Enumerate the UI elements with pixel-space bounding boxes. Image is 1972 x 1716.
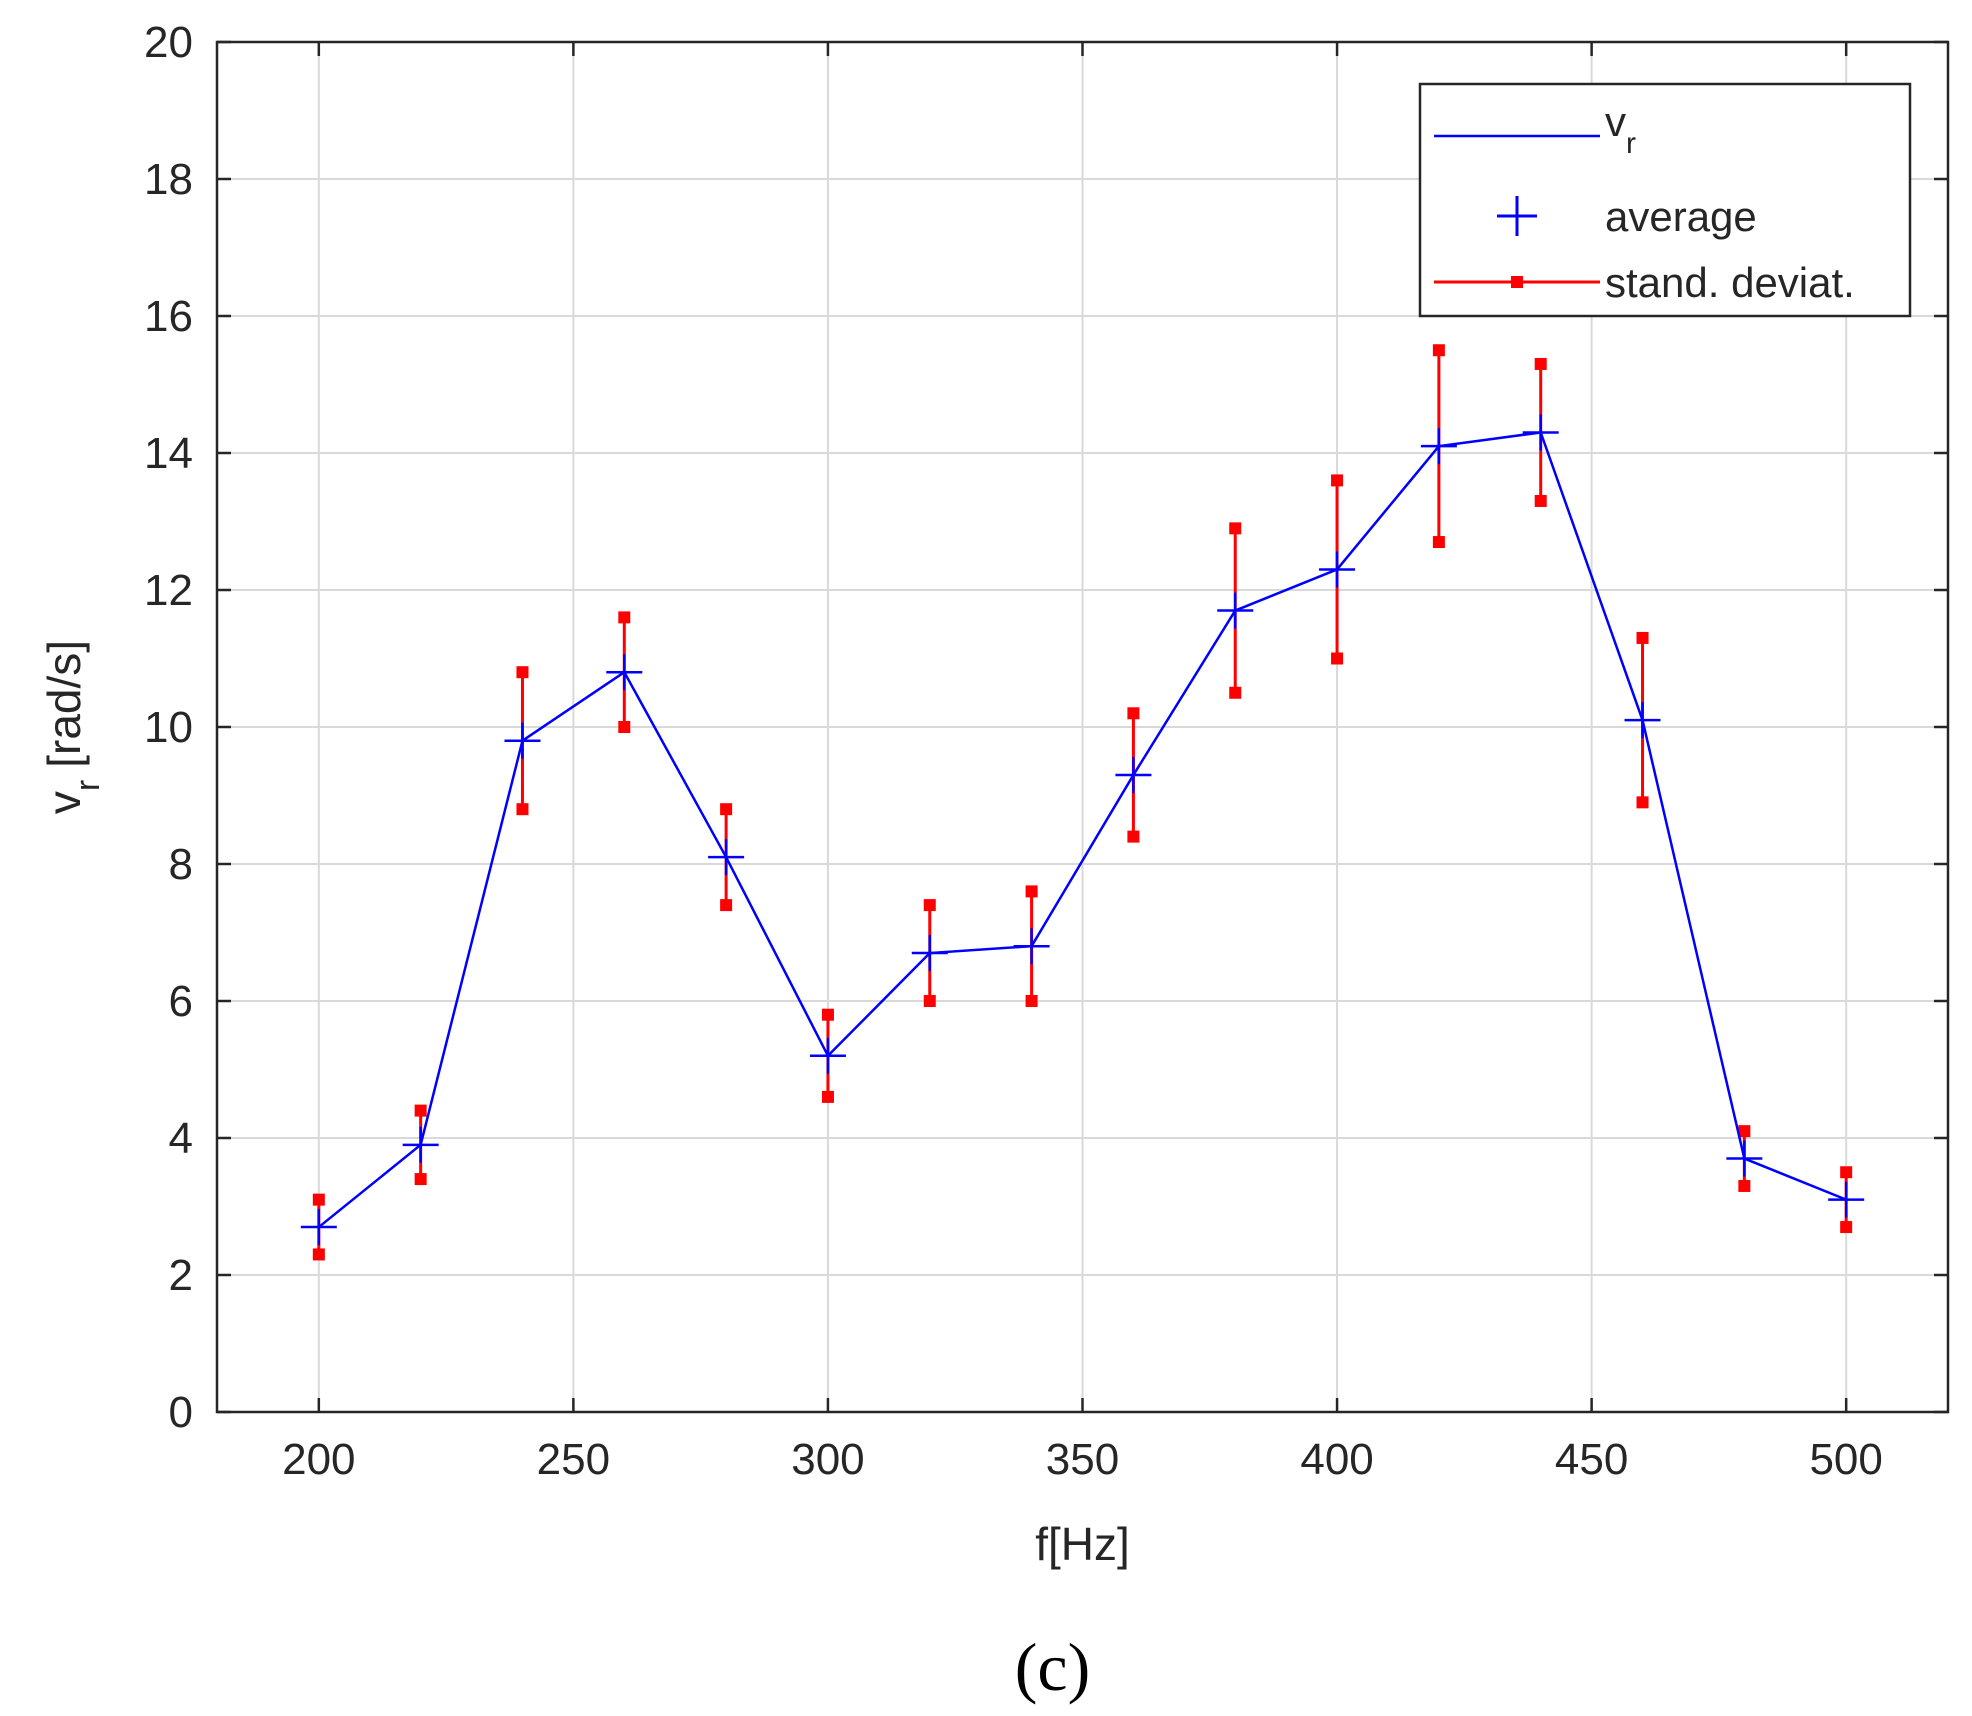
- svg-text:vr[rad/s]: vr [rad/s]: [38, 640, 107, 814]
- x-tick-label: 500: [1809, 1435, 1882, 1484]
- x-tick-label: 200: [282, 1435, 355, 1484]
- errorbar-upper-cap: [312, 1193, 325, 1206]
- y-tick-label: 16: [144, 292, 193, 341]
- errorbar-upper-cap: [516, 666, 529, 679]
- x-tick-label: 350: [1046, 1435, 1119, 1484]
- errorbar-upper-cap: [1331, 474, 1344, 487]
- average-marker: [402, 1126, 439, 1163]
- average-marker: [1319, 551, 1356, 588]
- legend: vr average stand. deviat.: [1418, 82, 1912, 318]
- y-tick-label: 0: [169, 1388, 193, 1437]
- errorbar-upper-cap: [720, 803, 733, 816]
- errorbar-lower-cap: [720, 899, 733, 912]
- average-marker: [1726, 1140, 1763, 1177]
- average-marker: [1522, 414, 1559, 451]
- y-axis-label-subscript: r: [69, 780, 107, 791]
- errorbar-upper-cap: [618, 611, 631, 624]
- legend-plus-marker: [1497, 196, 1537, 236]
- errorbar-lower-cap: [923, 995, 936, 1007]
- average-marker: [606, 654, 643, 691]
- errorbar-lower-cap: [1331, 652, 1344, 665]
- y-tick-label: 6: [169, 977, 193, 1026]
- y-tick-labels: 0 2 4 6 8 10 12 14 16 18 20: [144, 18, 193, 1437]
- errorbar-lower-cap: [1432, 536, 1445, 549]
- errorbar-lower-cap: [312, 1248, 325, 1261]
- errorbar-upper-cap: [1127, 707, 1140, 720]
- y-tick-label: 18: [144, 155, 193, 204]
- x-tick-label: 250: [537, 1435, 610, 1484]
- y-tick-label: 2: [169, 1251, 193, 1300]
- y-tick-label: 12: [144, 566, 193, 615]
- y-axis-label-symbol: v: [38, 791, 90, 814]
- x-tick-labels: 200 250 300 350 400 450 500: [282, 1435, 1883, 1484]
- series-line-vr: [318, 431, 1847, 1229]
- errorbar-lower-cap: [618, 721, 631, 733]
- errorbar-lower-cap: [516, 803, 529, 816]
- errorbar-lower-cap: [821, 1090, 834, 1103]
- errorbar-lower-cap: [1229, 686, 1242, 699]
- errorbar-upper-cap: [1432, 344, 1445, 357]
- x-tick-label: 400: [1300, 1435, 1373, 1484]
- average-marker: [504, 722, 541, 759]
- x-tick-label: 450: [1555, 1435, 1628, 1484]
- errorbar: [1738, 1125, 1751, 1192]
- errorbar-upper-cap: [1840, 1166, 1853, 1179]
- average-marker: [911, 935, 948, 972]
- errorbar-lower-cap: [1738, 1179, 1751, 1192]
- x-tick-label: 300: [791, 1435, 864, 1484]
- y-axis-label: vr [rad/s]: [38, 640, 107, 814]
- average-marker: [1217, 592, 1254, 629]
- errorbar: [312, 1193, 325, 1261]
- y-tick-label: 8: [169, 840, 193, 889]
- legend-errorbar-sample: [1434, 276, 1600, 288]
- average-marker: [1420, 428, 1457, 465]
- errorbar-lower-cap: [1534, 494, 1547, 507]
- legend-box: [1418, 82, 1912, 318]
- errorbar-lower-cap: [414, 1173, 427, 1186]
- y-tick-label: 4: [169, 1114, 193, 1163]
- errorbar-upper-cap: [1025, 885, 1038, 898]
- y-tick-label: 14: [144, 429, 193, 478]
- y-axis-label-unit: [rad/s]: [38, 640, 90, 768]
- average-marker: [708, 839, 745, 876]
- errorbar-lower-cap: [1840, 1221, 1853, 1234]
- errorbar-upper-cap: [1229, 522, 1242, 535]
- average-marker: [1013, 928, 1050, 965]
- legend-label-vr-subscript: r: [1626, 127, 1636, 160]
- average-marker: [300, 1209, 337, 1246]
- legend-label-vr-symbol: v: [1605, 98, 1626, 145]
- legend-label-vr: vr: [1605, 98, 1636, 160]
- average-marker: [1828, 1181, 1865, 1218]
- axes: [215, 40, 1950, 1414]
- errorbar-lower-cap: [1127, 830, 1140, 843]
- y-tick-label: 10: [144, 703, 193, 752]
- panel-caption: (c): [1015, 1629, 1090, 1705]
- errorbar-upper-cap: [821, 1008, 834, 1021]
- y-tick-label: 20: [144, 18, 193, 67]
- average-marker: [809, 1037, 846, 1074]
- data-layer: [300, 344, 1865, 1261]
- errorbar-upper-cap: [1534, 357, 1547, 370]
- errorbar-upper-cap: [414, 1104, 427, 1117]
- legend-err-dot: [1511, 276, 1523, 288]
- average-marker: [1115, 756, 1152, 793]
- errorbar-lower-cap: [1025, 995, 1038, 1007]
- errorbar-lower-cap: [1636, 796, 1649, 809]
- legend-label-std-dev: stand. deviat.: [1605, 259, 1855, 306]
- x-axis-label: f[Hz]: [1035, 1518, 1130, 1570]
- legend-label-average: average: [1605, 193, 1757, 240]
- errorbar-upper-cap: [923, 899, 936, 912]
- average-marker: [1624, 702, 1661, 739]
- errorbar-upper-cap: [1636, 631, 1649, 644]
- errorbar-upper-cap: [1738, 1125, 1751, 1138]
